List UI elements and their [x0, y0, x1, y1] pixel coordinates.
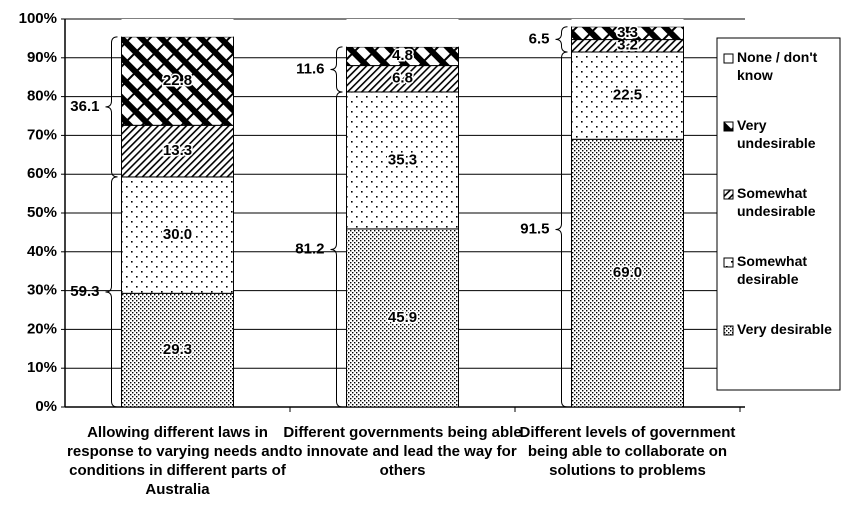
- legend-label-box: Somewhat undesirable: [737, 185, 816, 219]
- bar-segment: [571, 51, 684, 140]
- y-tick-label: 40%: [27, 243, 57, 260]
- brace: [105, 36, 118, 178]
- brace: [105, 176, 118, 408]
- bar-segment: [121, 36, 234, 126]
- x-tick-label-box: Different levels of government being abl…: [519, 424, 736, 479]
- data-label: 29.3: [163, 341, 192, 358]
- bar-segment: [346, 91, 459, 230]
- data-label: 13.3: [163, 142, 192, 159]
- x-tick-label-box: Allowing different laws in response to v…: [67, 424, 288, 498]
- data-label: 3.2: [617, 37, 638, 54]
- y-tick-label: 100%: [19, 10, 57, 27]
- legend-swatch: [723, 121, 734, 132]
- brace: [330, 91, 343, 408]
- data-label: 6.8: [392, 70, 413, 87]
- y-tick-label: 0%: [35, 398, 57, 415]
- y-tick-label: 80%: [27, 88, 57, 105]
- bar-segment: [346, 19, 459, 47]
- x-tick-label-box: Different governments being able to inno…: [283, 424, 522, 479]
- legend-swatch: [723, 257, 734, 268]
- x-tick-label: Allowing different laws in response to v…: [67, 424, 288, 498]
- y-tick-label: 50%: [27, 204, 57, 221]
- data-label: 4.8: [392, 47, 413, 64]
- legend-swatch: [723, 53, 734, 64]
- annotation: 11.6: [296, 60, 324, 77]
- legend-label: Somewhat desirable: [737, 253, 808, 287]
- y-tick-label: 10%: [27, 359, 57, 376]
- legend-label-box: Very undesirable: [737, 117, 816, 151]
- y-tick-label: 20%: [27, 320, 57, 337]
- bar-segment: [571, 138, 684, 408]
- annotation: 91.5: [520, 220, 549, 237]
- legend-swatch: [723, 325, 734, 336]
- annotation: 6.5: [529, 30, 550, 47]
- x-tick-label: Different governments being able to inno…: [283, 424, 522, 479]
- annotation: 81.2: [295, 240, 324, 257]
- data-label: 30.0: [163, 226, 192, 243]
- y-tick-label: 60%: [27, 165, 57, 182]
- y-tick-label: 70%: [27, 126, 57, 143]
- data-label: 22.8: [163, 72, 192, 89]
- brace: [330, 46, 343, 93]
- legend-label: Very desirable: [737, 321, 832, 337]
- bar-segment: [346, 228, 459, 408]
- annotation: 36.1: [70, 98, 99, 115]
- bar-segment: [121, 292, 234, 408]
- data-label: 3.3: [617, 24, 638, 41]
- legend-label: None / don't know: [737, 49, 818, 83]
- data-label: 35.3: [388, 151, 417, 168]
- y-tick-label: 90%: [27, 49, 57, 66]
- legend-swatch: [723, 189, 734, 200]
- brace: [555, 26, 568, 53]
- bar-segment: [121, 124, 234, 178]
- bar-segment: [121, 176, 234, 294]
- legend-label: Very undesirable: [737, 117, 816, 151]
- legend-box: [716, 37, 841, 391]
- data-label: 69.0: [613, 264, 642, 281]
- brace: [555, 51, 568, 408]
- bar-segment: [346, 65, 459, 93]
- data-label: 22.5: [613, 87, 642, 104]
- legend-label-box: Somewhat desirable: [737, 253, 808, 287]
- y-tick-label: 30%: [27, 282, 57, 299]
- annotation: 59.3: [70, 283, 99, 300]
- x-tick-label: Different levels of government being abl…: [519, 424, 736, 479]
- legend-label-box: None / don't know: [737, 49, 818, 83]
- data-label: 45.9: [388, 309, 417, 326]
- bar-segment: [121, 19, 234, 37]
- bar-segment: [571, 19, 684, 27]
- legend-label: Somewhat undesirable: [737, 185, 816, 219]
- legend-label-box: Very desirable: [737, 321, 832, 337]
